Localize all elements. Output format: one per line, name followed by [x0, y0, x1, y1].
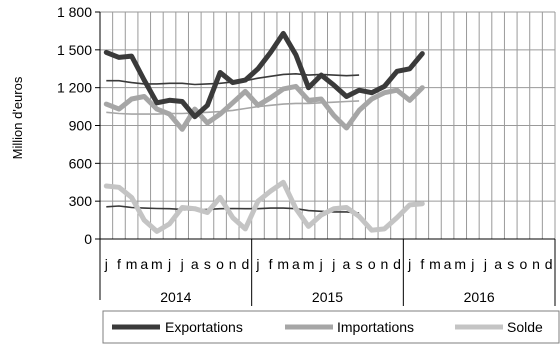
series-line-solde	[103, 179, 425, 234]
month-label: j	[470, 256, 474, 272]
month-label: n	[380, 256, 388, 272]
y-tick-label: 1 200	[57, 80, 92, 96]
month-label: j	[483, 256, 487, 272]
month-label: d	[241, 256, 249, 272]
month-label: m	[429, 256, 441, 272]
year-labels: 2014 2015 2016	[160, 289, 495, 305]
month-label: n	[532, 256, 540, 272]
month-label: d	[545, 256, 553, 272]
month-label: a	[140, 256, 148, 272]
month-label: s	[204, 256, 211, 272]
month-label: f	[269, 256, 273, 272]
y-tick-label: 1 800	[57, 4, 92, 20]
y-tick-label: 600	[69, 155, 93, 171]
y-tick-label: 1 500	[57, 42, 92, 58]
y-tick-label: 900	[69, 118, 93, 134]
year-label-2014: 2014	[160, 289, 191, 305]
month-label: m	[151, 256, 163, 272]
month-label: n	[229, 256, 237, 272]
month-label: j	[167, 256, 171, 272]
month-label: j	[331, 256, 335, 272]
axes	[95, 11, 556, 306]
month-label: j	[180, 256, 184, 272]
month-label: f	[117, 256, 121, 272]
month-label: s	[507, 256, 514, 272]
series-lines	[103, 30, 425, 234]
y-axis-title: Million d'euros	[10, 76, 25, 159]
y-tick-labels: 0 300 600 900 1 200 1 500 1 800	[57, 4, 92, 247]
month-label: m	[126, 256, 138, 272]
month-label: s	[356, 256, 363, 272]
month-label: j	[319, 256, 323, 272]
month-label: o	[216, 256, 224, 272]
month-label: m	[303, 256, 315, 272]
trend-line-1	[106, 100, 360, 115]
month-label: a	[494, 256, 502, 272]
month-label: d	[393, 256, 401, 272]
legend-label-exportations: Exportations	[165, 319, 243, 335]
month-label: m	[277, 256, 289, 272]
y-tick-label: 300	[69, 193, 93, 209]
month-label: f	[420, 256, 424, 272]
year-label-2016: 2016	[464, 289, 495, 305]
month-label: a	[292, 256, 300, 272]
trend-line-2	[106, 205, 360, 214]
series-line-importations	[103, 83, 425, 132]
year-label-2015: 2015	[312, 289, 343, 305]
month-label: j	[407, 256, 411, 272]
month-label: o	[520, 256, 528, 272]
month-label: a	[343, 256, 351, 272]
month-label: j	[255, 256, 259, 272]
month-label: m	[454, 256, 466, 272]
legend-label-importations: Importations	[337, 319, 414, 335]
month-label: j	[104, 256, 108, 272]
grid-lines	[99, 11, 556, 239]
series-line-exportations	[103, 30, 425, 120]
month-label: a	[444, 256, 452, 272]
month-label: a	[191, 256, 199, 272]
legend: Exportations Importations Solde	[102, 310, 560, 344]
y-tick-label: 0	[84, 231, 92, 247]
legend-label-solde: Solde	[507, 319, 543, 335]
month-label: o	[368, 256, 376, 272]
